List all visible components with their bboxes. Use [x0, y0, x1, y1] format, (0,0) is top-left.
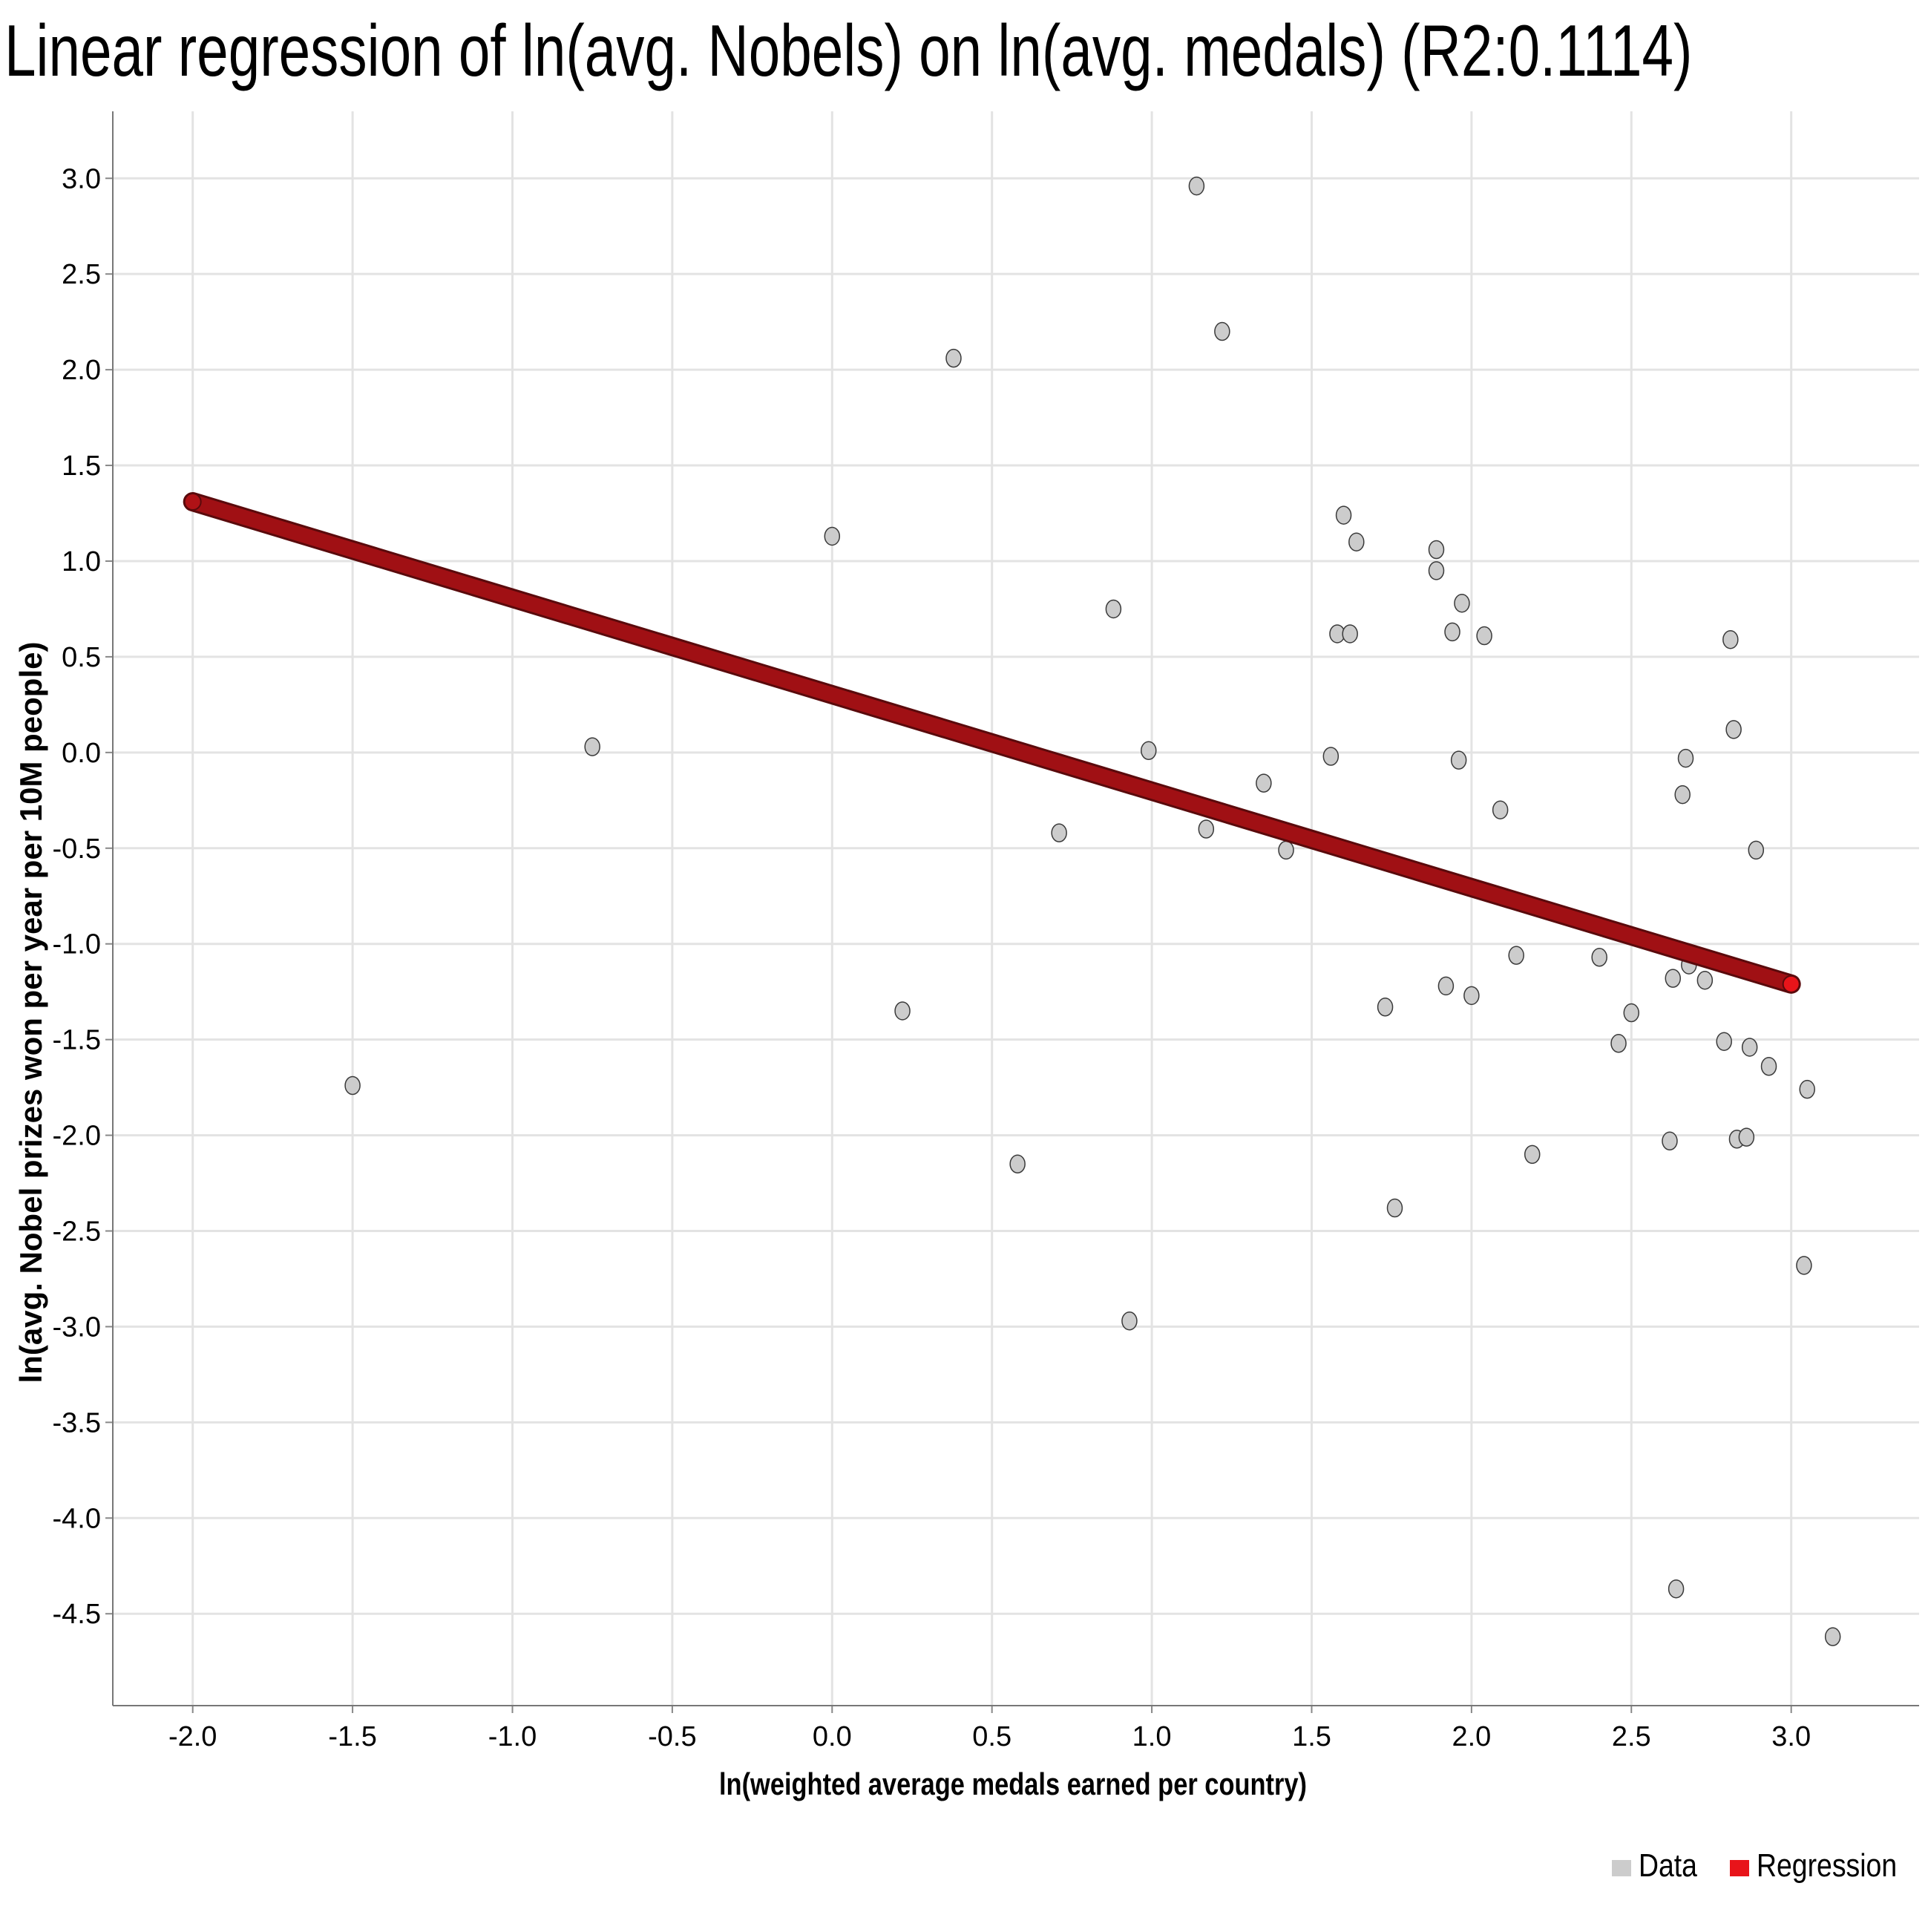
legend-label-data: Data	[1639, 1847, 1697, 1884]
data-point	[1437, 976, 1455, 996]
data-point	[1198, 819, 1215, 839]
y-tick-label: -4.5	[53, 1599, 101, 1630]
data-point	[1141, 741, 1157, 761]
y-axis-title: ln(avg. Nobel prizes won per year per 10…	[13, 642, 48, 1383]
data-point	[1623, 1003, 1640, 1023]
y-tick-label: -1.5	[53, 1025, 101, 1056]
y-tick-label: -2.5	[53, 1216, 101, 1247]
data-point	[1386, 1198, 1403, 1218]
x-tick-label: 1.0	[1132, 1721, 1172, 1752]
y-tick-label: -0.5	[53, 834, 101, 865]
data-point	[1722, 629, 1739, 649]
x-tick-label: 1.5	[1292, 1721, 1331, 1752]
data-point	[1476, 626, 1492, 646]
data-point	[584, 737, 600, 756]
chart-title: Linear regression of ln(avg. Nobels) on …	[4, 10, 1693, 91]
data-point	[1760, 1056, 1777, 1076]
y-tick-label: -2.0	[53, 1121, 101, 1152]
data-point	[1188, 176, 1205, 196]
y-tick-label: 3.0	[62, 163, 101, 194]
data-point	[1662, 1131, 1678, 1151]
data-point	[945, 348, 962, 368]
data-point	[344, 1075, 361, 1096]
data-point	[1428, 561, 1445, 580]
data-point	[1677, 748, 1694, 768]
data-points	[344, 176, 1841, 1646]
data-point	[1524, 1145, 1541, 1165]
data-point	[1051, 823, 1067, 842]
regression-line-body	[185, 494, 1799, 992]
x-tick-label: 2.0	[1452, 1721, 1491, 1752]
data-point	[894, 1001, 911, 1021]
data-point	[1696, 970, 1714, 990]
y-tick-label: -3.5	[53, 1407, 101, 1438]
data-point	[1741, 1038, 1758, 1057]
data-point	[1377, 998, 1394, 1017]
regression-start-cap	[183, 493, 202, 511]
y-tick-label: -1.0	[53, 929, 101, 960]
data-point	[1665, 969, 1682, 988]
data-point	[1348, 532, 1365, 551]
y-tick-label: 1.0	[62, 546, 101, 577]
data-point	[1105, 599, 1122, 619]
data-point	[1444, 622, 1460, 642]
legend-label-regression: Regression	[1757, 1847, 1897, 1884]
x-tick-label: 2.5	[1612, 1721, 1651, 1752]
data-point	[1454, 593, 1470, 613]
data-point	[1508, 946, 1524, 965]
tick-labels: -2.0 -1.5 -1.0 -0.5 0.0 0.5 1.0 1.5 2.0 2.5 3.0 3.0…	[13, 163, 1811, 1802]
data-point	[1748, 840, 1765, 860]
legend-swatch-data	[1612, 1860, 1631, 1876]
x-tick-label: 3.0	[1771, 1721, 1811, 1752]
x-tick-label: -0.5	[648, 1721, 696, 1752]
legend: Data Regression	[1612, 1847, 1897, 1884]
x-tick-label: 0.0	[813, 1721, 852, 1752]
y-tick-label: 2.5	[62, 259, 101, 290]
data-point	[1738, 1127, 1755, 1147]
data-point	[1492, 800, 1509, 819]
data-point	[1335, 505, 1352, 525]
x-axis-title: ln(weighted average medals earned per co…	[719, 1767, 1307, 1802]
x-tick-label: 0.5	[972, 1721, 1011, 1752]
legend-swatch-regression	[1730, 1860, 1749, 1876]
data-point	[1450, 750, 1467, 770]
regression-end-cap	[1782, 975, 1800, 993]
axes	[105, 111, 1919, 1713]
y-tick-label: -4.0	[53, 1503, 101, 1534]
y-tick-label: 0.5	[62, 642, 101, 673]
data-point	[1322, 747, 1340, 766]
data-point	[1799, 1079, 1815, 1099]
x-tick-label: -1.0	[488, 1721, 537, 1752]
data-point	[1214, 321, 1230, 341]
y-tick-label: 2.0	[62, 355, 101, 386]
data-point	[1278, 840, 1294, 860]
regression-line	[183, 492, 1801, 994]
y-tick-label: 1.5	[62, 451, 101, 482]
x-tick-label: -2.0	[168, 1721, 217, 1752]
data-point	[1256, 773, 1272, 793]
data-point	[1716, 1032, 1732, 1051]
data-point	[1591, 948, 1607, 967]
x-tick-label: -1.5	[328, 1721, 376, 1752]
data-point	[1668, 1579, 1685, 1599]
data-point	[1428, 540, 1445, 560]
data-point	[1009, 1154, 1026, 1173]
data-point	[824, 526, 841, 546]
grid-lines	[113, 111, 1919, 1706]
data-point	[1796, 1256, 1812, 1275]
y-tick-label: -3.0	[53, 1312, 101, 1343]
data-point	[1674, 785, 1691, 805]
data-point	[1725, 720, 1742, 739]
data-point	[1463, 986, 1480, 1006]
data-point	[1342, 624, 1358, 644]
data-point	[1121, 1311, 1138, 1331]
data-point	[1610, 1034, 1627, 1053]
data-point	[1824, 1627, 1841, 1646]
y-tick-label: 0.0	[62, 738, 101, 769]
